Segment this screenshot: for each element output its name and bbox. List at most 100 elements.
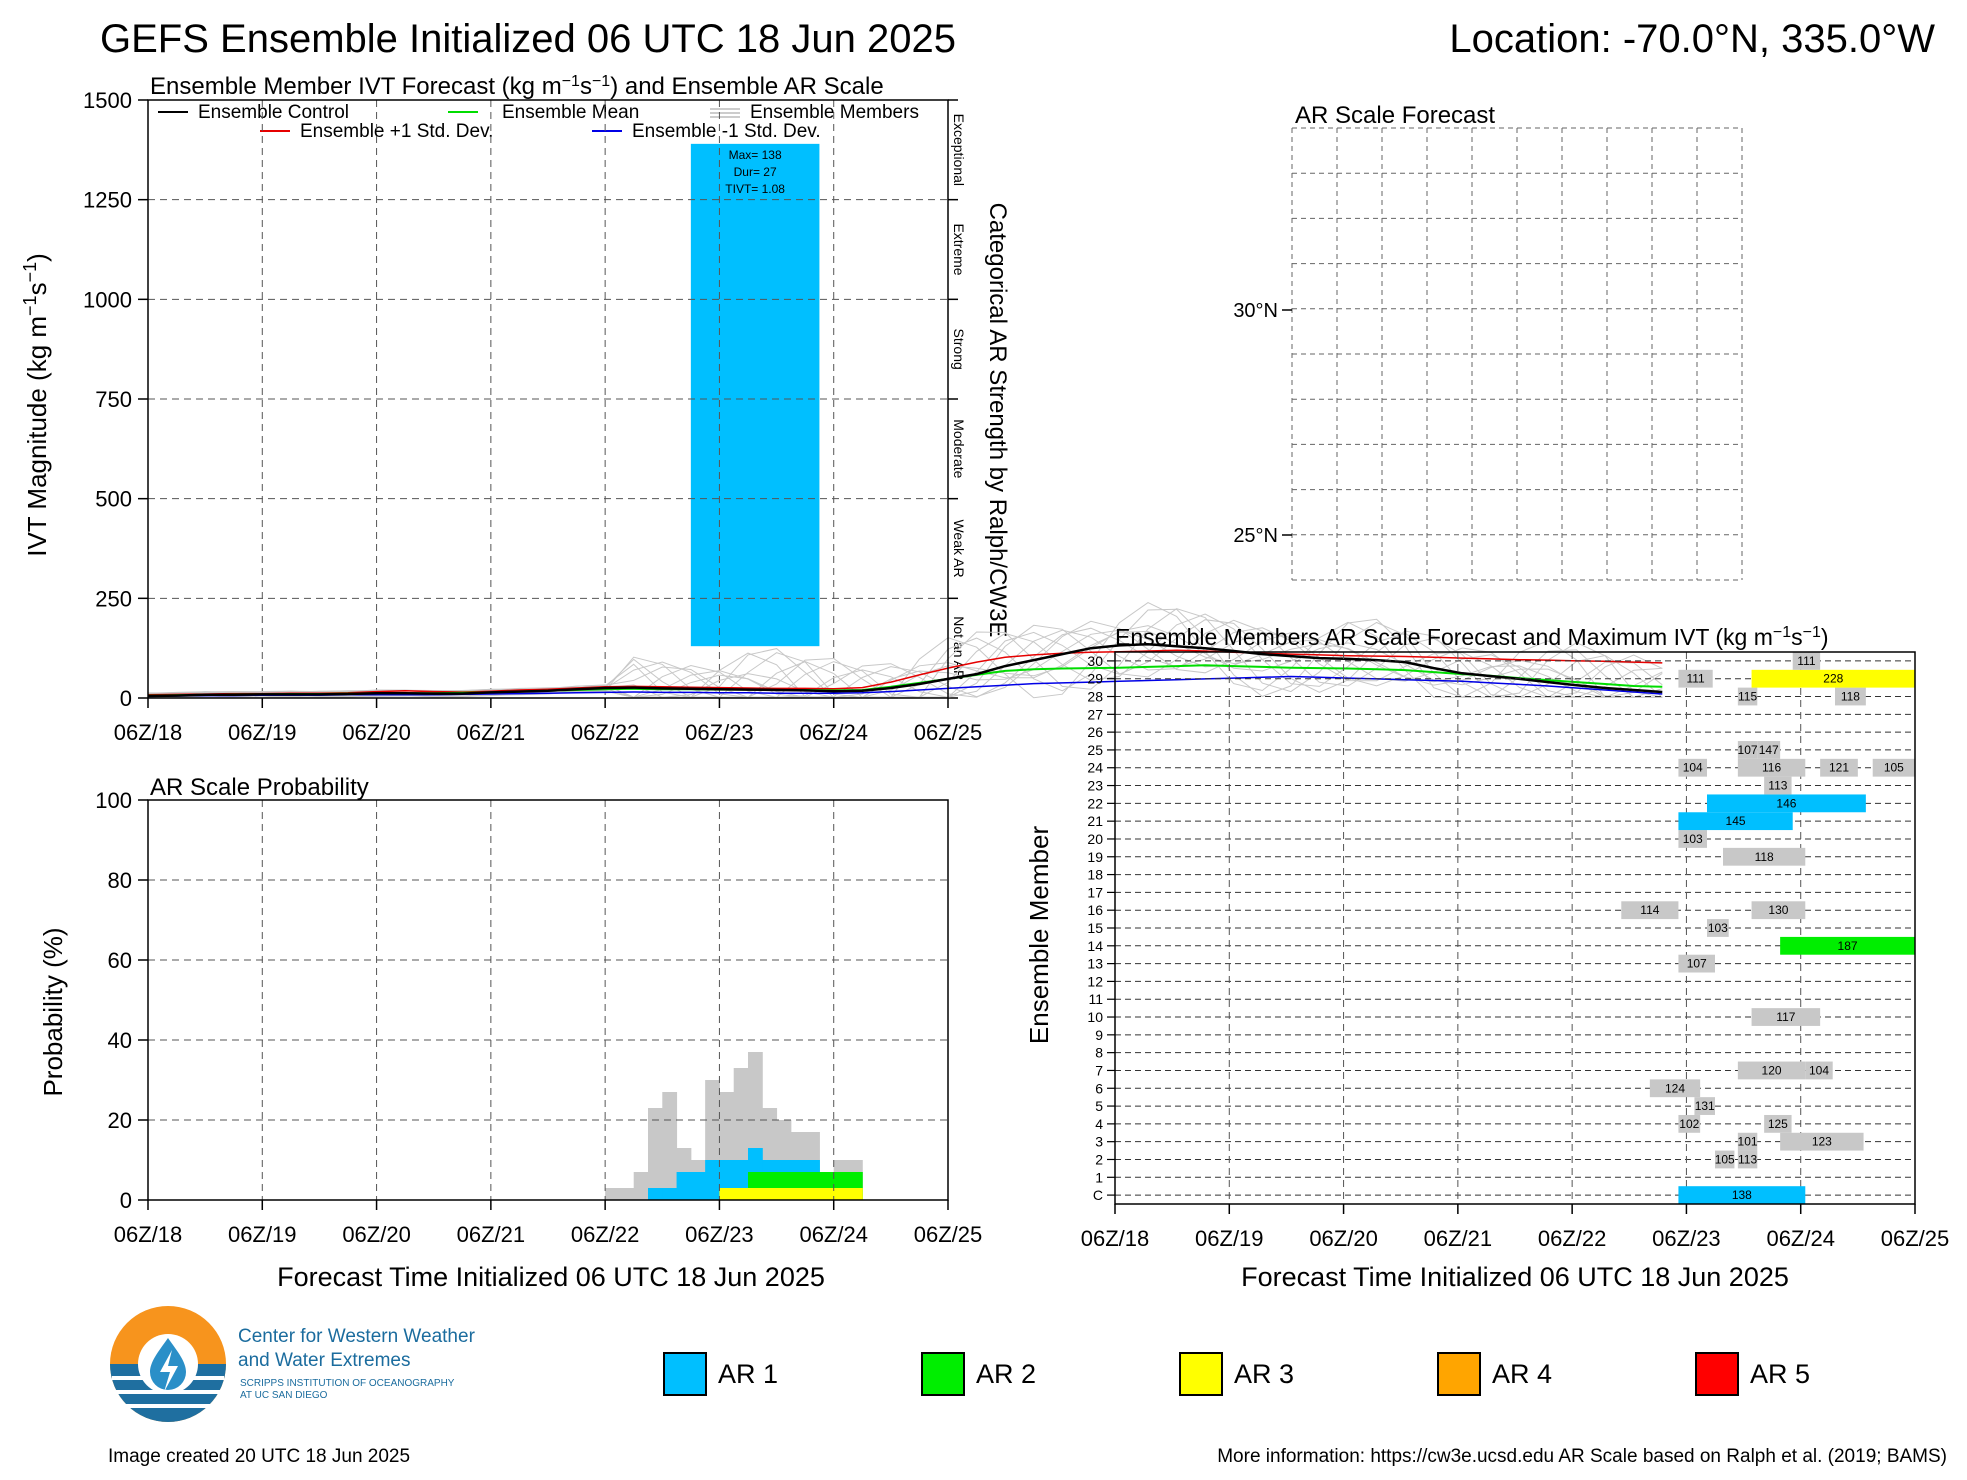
ivt-xtick-label: 06Z/19 [228, 720, 297, 745]
prob-ar3-bar [762, 1188, 778, 1200]
legend-ar5-swatch [1695, 1352, 1739, 1396]
member-event-max: 118 [1841, 690, 1860, 704]
members-row-label: 1 [1095, 1169, 1103, 1185]
member-event-max: 102 [1679, 1117, 1699, 1131]
logo-line4: AT UC SAN DIEGO [240, 1390, 328, 1401]
ar-event-label: TIVT= 1.08 [725, 182, 785, 196]
member-event-bar [1694, 1097, 1715, 1115]
map-title: AR Scale Forecast [1295, 102, 1495, 129]
members-xtick-label: 06Z/21 [1424, 1226, 1493, 1251]
location-label: Location: -70.0°N, 335.0°W [1449, 17, 1935, 61]
ivt-xtick-label: 06Z/22 [571, 720, 640, 745]
member-event-bar [1678, 812, 1793, 831]
member-event-bar [1723, 847, 1806, 866]
member-event-max: 130 [1768, 903, 1788, 917]
members-row-label: 29 [1087, 671, 1103, 687]
prob-any-bar [633, 1172, 649, 1200]
member-event-max: 123 [1812, 1135, 1832, 1149]
ivt-right-axis-label: Categorical AR Strength by Ralph/CW3E [984, 203, 1011, 638]
members-xtick-label: 06Z/19 [1195, 1226, 1264, 1251]
member-event-max: 103 [1683, 832, 1703, 846]
prob-any-bar [662, 1092, 678, 1200]
prob-ar3-bar [848, 1188, 863, 1200]
members-row-label: C [1093, 1187, 1103, 1203]
ivt-chart-title: Ensemble Member IVT Forecast (kg m−1s−1)… [150, 73, 884, 101]
prob-ar1-bar [705, 1160, 720, 1200]
ivt-category-label: Strong [951, 329, 967, 370]
members-xtick-label: 06Z/18 [1081, 1226, 1150, 1251]
member-event-bar [1764, 1114, 1792, 1133]
members-row-label: 6 [1095, 1080, 1103, 1096]
member-event-max: 145 [1726, 814, 1746, 828]
ivt-plus-std-line [147, 649, 1663, 696]
prob-xtick-label: 06Z/24 [799, 1222, 868, 1247]
member-event-max: 111 [1686, 672, 1705, 686]
members-row-label: 2 [1095, 1151, 1103, 1167]
members-row-label: 27 [1087, 706, 1103, 722]
prob-xtick-label: 06Z/22 [571, 1222, 640, 1247]
member-event-bar [1835, 687, 1866, 706]
member-event-bar [1707, 794, 1866, 813]
members-xtick-label: 06Z/20 [1309, 1226, 1378, 1251]
member-event-bar [1737, 1061, 1806, 1080]
member-event-bar [1678, 758, 1707, 777]
prob-any-bar [605, 1188, 620, 1200]
members-row-label: 8 [1095, 1045, 1103, 1061]
member-event-max: 146 [1776, 796, 1796, 810]
prob-xtick-label: 06Z/25 [914, 1222, 983, 1247]
ivt-category-label: Extreme [951, 223, 967, 275]
ivt-category-label: Weak AR [951, 519, 967, 577]
legend-ar5-label: AR 5 [1750, 1359, 1810, 1389]
member-event-max: 105 [1715, 1152, 1735, 1166]
member-event-bar [1751, 669, 1915, 688]
member-event-max: 147 [1759, 743, 1779, 757]
members-row-label: 23 [1087, 778, 1103, 794]
member-event-bar [1757, 741, 1781, 759]
members-row-label: 22 [1087, 795, 1103, 811]
prob-ar3-bar [833, 1188, 849, 1200]
ar-event-label: Max= 138 [729, 148, 782, 162]
ivt-category-label: Exceptional [951, 114, 967, 186]
member-event-bar [1678, 1114, 1701, 1133]
member-event-bar [1764, 776, 1792, 795]
member-event-max: 113 [1768, 779, 1787, 793]
member-event-bar [1751, 1008, 1821, 1026]
member-event-bar [1621, 901, 1679, 920]
member-event-max: 187 [1838, 939, 1858, 953]
member-event-bar [1678, 830, 1707, 848]
members-row-label: 21 [1087, 813, 1103, 829]
member-event-bar [1678, 954, 1715, 973]
logo-line3: SCRIPPS INSTITUTION OF OCEANOGRAPHY [240, 1378, 455, 1389]
member-event-bar [1805, 1061, 1833, 1080]
member-event-bar [1780, 1132, 1864, 1151]
member-event-max: 138 [1732, 1188, 1752, 1202]
ivt-xtick-label: 06Z/24 [799, 720, 868, 745]
member-event-bar [1737, 687, 1758, 706]
ivt-member-line [148, 602, 1663, 699]
legend-members-label: Ensemble Members [750, 102, 919, 123]
member-event-bar [1792, 652, 1821, 670]
legend-ar2-label: AR 2 [976, 1359, 1036, 1389]
member-event-bar [1649, 1079, 1701, 1098]
ivt-ytick-label: 1000 [83, 287, 132, 312]
members-xtick-label: 06Z/24 [1766, 1226, 1835, 1251]
members-chart: Ensemble Members AR Scale Forecast and M… [1024, 624, 1949, 1293]
member-event-bar [1715, 1150, 1735, 1169]
prob-xtick-label: 06Z/21 [457, 1222, 526, 1247]
members-row-label: 28 [1087, 689, 1103, 705]
member-event-bar [1820, 758, 1858, 777]
prob-ar3-bar [733, 1188, 749, 1200]
prob-ar1-bar [690, 1172, 706, 1200]
members-row-label: 7 [1095, 1062, 1103, 1078]
members-row-label: 9 [1095, 1027, 1103, 1043]
footer-info: More information: https://cw3e.ucsd.edu … [1217, 1446, 1947, 1467]
footer-created: Image created 20 UTC 18 Jun 2025 [108, 1446, 410, 1467]
member-event-bar [1707, 919, 1729, 937]
prob-ar3-bar [805, 1188, 820, 1200]
member-event-max: 131 [1695, 1099, 1715, 1113]
legend-ar1-swatch [663, 1352, 707, 1396]
prob-frame [147, 799, 949, 1201]
legend-ar2-swatch [921, 1352, 965, 1396]
member-event-max: 121 [1829, 761, 1849, 775]
member-event-max: 118 [1755, 850, 1774, 864]
